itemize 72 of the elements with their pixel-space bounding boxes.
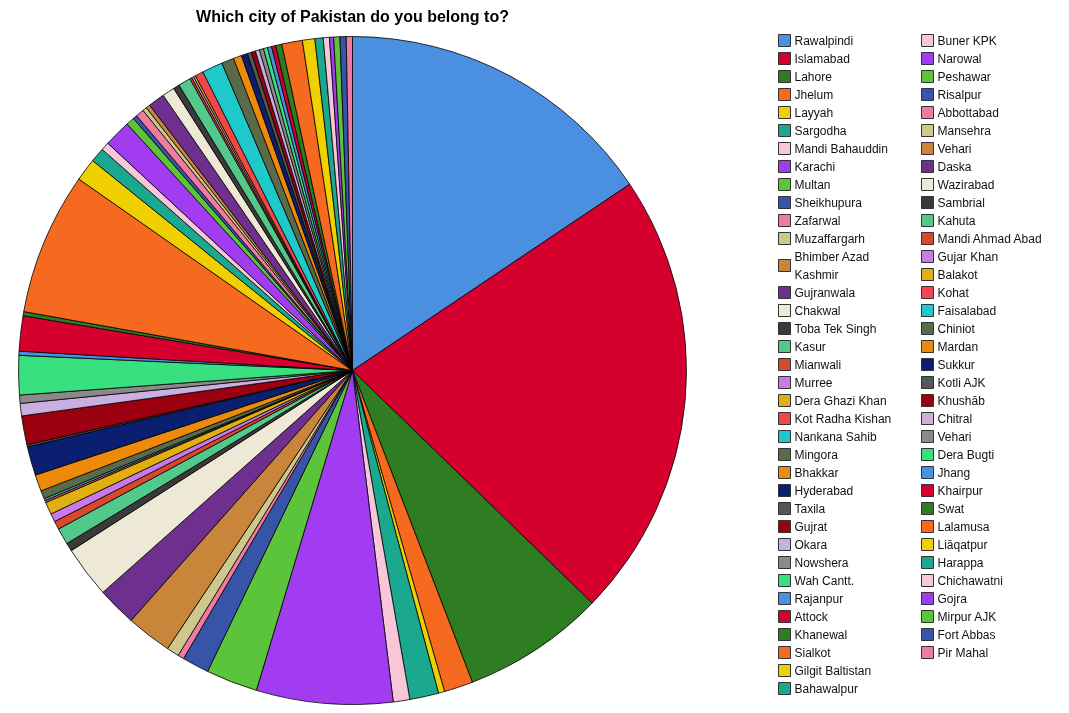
legend-label: Liāqatpur bbox=[937, 537, 988, 552]
legend-label: Khairpur bbox=[937, 483, 983, 498]
legend-label: Hyderabad bbox=[794, 483, 854, 498]
legend-label: Nowshera bbox=[794, 555, 849, 570]
legend-label: Chiniot bbox=[937, 321, 976, 336]
legend-label: Dera Ghazi Khan bbox=[794, 393, 887, 408]
legend-label: Lalamusa bbox=[937, 519, 990, 534]
legend-label: Sukkur bbox=[937, 357, 975, 372]
legend-label: Zafarwal bbox=[794, 213, 841, 228]
legend-label: Mandi Ahmad Abad bbox=[937, 231, 1042, 246]
legend-label: Sambrial bbox=[937, 195, 985, 210]
legend-label: Swat bbox=[937, 501, 965, 516]
legend-label: Khushāb bbox=[937, 393, 986, 408]
legend-label: Risalpur bbox=[937, 87, 982, 102]
legend-label: Gujar Khan bbox=[937, 249, 999, 264]
legend-label: Layyah bbox=[794, 105, 834, 120]
legend-label: Muzaffargarh bbox=[794, 231, 865, 246]
legend-label: Kasur bbox=[794, 339, 826, 354]
legend-label: Lahore bbox=[794, 69, 833, 84]
legend-label: Sargodha bbox=[794, 123, 847, 138]
legend-label: Mingora bbox=[794, 447, 839, 462]
legend-label: Multan bbox=[794, 177, 831, 192]
legend-label: Abbottabad bbox=[937, 105, 999, 120]
legend-label: Mansehra bbox=[937, 123, 992, 138]
legend-label: Rawalpindi bbox=[794, 33, 854, 48]
legend-label: Mianwali bbox=[794, 357, 842, 372]
legend-label: Okara bbox=[794, 537, 828, 552]
legend-label: Jhelum bbox=[794, 87, 834, 102]
legend-label: Nankana Sahib bbox=[794, 429, 877, 444]
legend-label: Bahawalpur bbox=[794, 681, 858, 696]
legend-label: Mandi Bahauddin bbox=[794, 141, 888, 156]
legend-label: Bhimber Azad Kashmir bbox=[794, 249, 870, 282]
legend-label: Gojra bbox=[937, 591, 968, 606]
legend-label: Pir Mahal bbox=[937, 645, 989, 660]
legend-label: Jhang bbox=[937, 465, 971, 480]
legend-label: Wah Cantt. bbox=[794, 573, 855, 588]
legend-label: Chichawatni bbox=[937, 573, 1003, 588]
legend-label: Gilgit Baltistan bbox=[794, 663, 872, 678]
legend-label: Khanewal bbox=[794, 627, 848, 642]
legend-label: Sialkot bbox=[794, 645, 832, 660]
legend-label: Chakwal bbox=[794, 303, 841, 318]
legend-label: Buner KPK bbox=[937, 33, 997, 48]
legend-label: Mardan bbox=[937, 339, 979, 354]
legend-label: Kahuta bbox=[937, 213, 976, 228]
legend-label: Peshawar bbox=[937, 69, 991, 84]
legend-label: Harappa bbox=[937, 555, 984, 570]
legend-label: Fort Abbas bbox=[937, 627, 996, 642]
legend-label: Toba Tek Singh bbox=[794, 321, 877, 336]
legend-label: Faisalabad bbox=[937, 303, 997, 318]
legend-label: Kotli AJK bbox=[937, 375, 986, 390]
legend-label: Gujrat bbox=[794, 519, 828, 534]
legend-label: Vehari bbox=[937, 429, 972, 444]
legend-label: Balakot bbox=[937, 267, 979, 282]
legend-label: Islamabad bbox=[794, 51, 850, 66]
legend-label: Mirpur AJK bbox=[937, 609, 997, 624]
legend-label: Gujranwala bbox=[794, 285, 856, 300]
legend-label: Taxila bbox=[794, 501, 826, 516]
legend-label: Bhakkar bbox=[794, 465, 839, 480]
legend-label: Karachi bbox=[794, 159, 836, 174]
legend-label: Dera Bugti bbox=[937, 447, 995, 462]
legend-label: Wazirabad bbox=[937, 177, 995, 192]
legend-label: Murree bbox=[794, 375, 833, 390]
legend-label: Kohat bbox=[937, 285, 970, 300]
legend-label: Narowal bbox=[937, 51, 982, 66]
legend-label: Rajanpur bbox=[794, 591, 844, 606]
legend-label: Daska bbox=[937, 159, 972, 174]
chart-title: Which city of Pakistan do you belong to? bbox=[196, 8, 509, 25]
legend-label: Kot Radha Kishan bbox=[794, 411, 892, 426]
legend-label: Attock bbox=[794, 609, 829, 624]
legend-label: Vehari bbox=[937, 141, 972, 156]
legend-label: Chitral bbox=[937, 411, 973, 426]
legend-label: Sheikhupura bbox=[794, 195, 863, 210]
